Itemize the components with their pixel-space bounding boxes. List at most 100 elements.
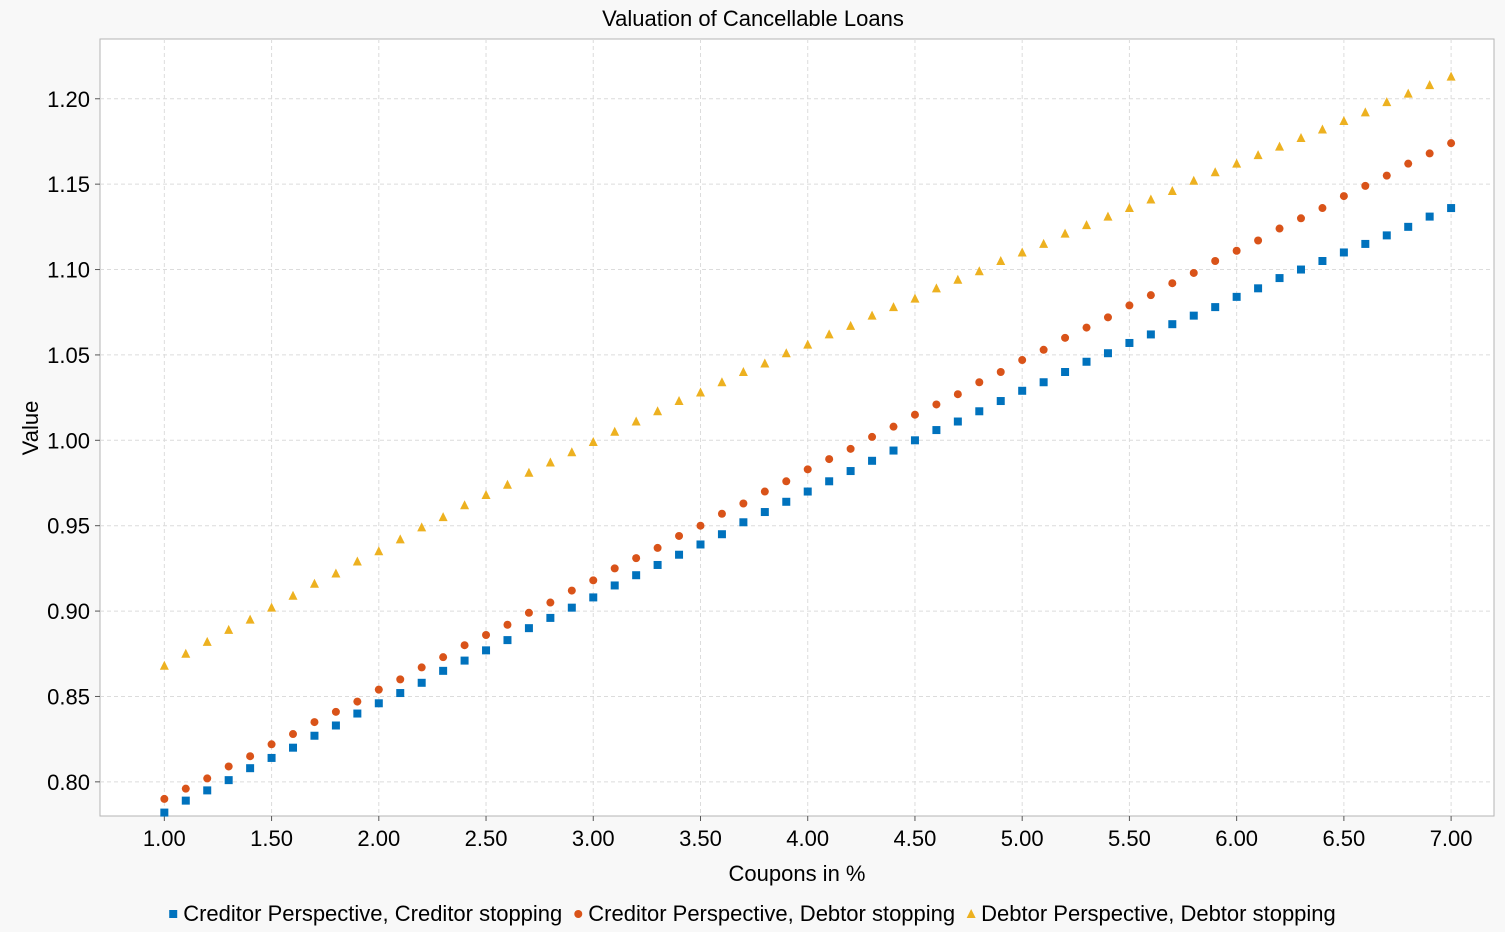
data-point-series-3 [502, 479, 512, 489]
data-point-series-1 [546, 613, 555, 622]
data-point-series-2 [1339, 192, 1348, 201]
data-point-series-3 [695, 387, 705, 397]
x-tick-label: 1.50 [250, 826, 293, 851]
data-point-series-2 [1232, 246, 1241, 255]
data-point-series-2 [1125, 301, 1134, 310]
data-point-series-3 [803, 339, 813, 349]
data-point-series-1 [1254, 284, 1263, 293]
data-point-series-3 [631, 416, 641, 426]
data-point-series-2 [696, 521, 705, 530]
grid-lines [100, 39, 1494, 816]
x-tick-label: 4.00 [786, 826, 829, 851]
data-point-series-3 [202, 636, 212, 646]
data-point-series-3 [1317, 124, 1327, 134]
legend-marker-3 [966, 909, 976, 918]
data-point-series-2 [503, 620, 512, 629]
legend-item-2: Creditor Perspective, Debtor stopping [574, 901, 955, 926]
data-point-series-3 [352, 556, 362, 566]
data-point-series-2 [1168, 279, 1177, 288]
data-point-series-3 [224, 624, 234, 634]
data-point-series-3 [288, 590, 298, 600]
x-tick-label: 6.00 [1215, 826, 1258, 851]
data-point-series-2 [1425, 149, 1434, 158]
legend-item-1: Creditor Perspective, Creditor stopping [169, 901, 562, 926]
y-tick-label: 1.00 [47, 428, 90, 453]
data-point-series-2 [353, 697, 362, 706]
data-point-series-2 [439, 653, 448, 662]
y-tick-label: 0.90 [47, 599, 90, 624]
data-point-series-1 [675, 550, 684, 559]
data-point-series-2 [1211, 257, 1220, 265]
data-point-series-2 [289, 730, 298, 739]
data-point-series-2 [675, 531, 684, 540]
x-tick-label: 2.50 [465, 826, 508, 851]
data-point-series-1 [417, 678, 426, 687]
data-point-series-1 [932, 426, 941, 435]
data-point-series-3 [846, 320, 856, 330]
data-point-series-2 [717, 509, 726, 518]
data-point-series-3 [610, 426, 620, 436]
x-tick-label: 1.00 [143, 826, 186, 851]
data-point-series-2 [1296, 214, 1305, 223]
data-point-series-1 [1039, 378, 1048, 387]
data-point-series-2 [1447, 139, 1456, 148]
y-tick-label: 1.10 [47, 258, 90, 283]
data-point-series-3 [824, 329, 834, 339]
data-point-series-1 [782, 497, 791, 506]
x-tick-label: 7.00 [1430, 826, 1473, 851]
data-point-series-1 [803, 487, 812, 496]
x-tick-label: 6.50 [1322, 826, 1365, 851]
data-point-series-3 [717, 377, 727, 387]
data-points [159, 71, 1456, 817]
data-point-series-1 [868, 456, 877, 465]
data-point-series-2 [417, 663, 426, 672]
data-point-series-1 [353, 709, 362, 718]
data-point-series-3 [1017, 247, 1027, 257]
data-point-series-3 [738, 367, 748, 376]
data-point-series-1 [289, 743, 298, 752]
plot-area [99, 38, 1495, 817]
data-point-series-3 [1167, 185, 1177, 195]
data-point-series-2 [1404, 159, 1413, 168]
data-point-series-3 [417, 522, 427, 532]
data-point-series-2 [996, 368, 1005, 376]
data-point-series-3 [267, 602, 277, 612]
data-point-series-3 [910, 293, 920, 303]
data-point-series-1 [1382, 231, 1391, 240]
data-point-series-1 [739, 518, 748, 527]
data-point-series-3 [1360, 107, 1370, 117]
data-point-series-2 [374, 685, 383, 694]
data-point-series-3 [309, 578, 319, 588]
x-axis: 1.00 1.50 2.00 2.50 3.00 3.50 4.00 4.50 5.00 5.50… [143, 816, 1473, 851]
data-point-series-2 [782, 477, 791, 486]
data-point-series-3 [867, 310, 877, 320]
data-point-series-1 [310, 731, 319, 740]
legend-label: Creditor Perspective, Debtor stopping [588, 901, 955, 926]
data-point-series-3 [1382, 97, 1392, 107]
data-point-series-3 [395, 534, 405, 544]
data-point-series-2 [932, 400, 941, 409]
data-point-series-3 [524, 467, 534, 477]
data-point-series-2 [1382, 171, 1391, 180]
data-point-series-1 [374, 699, 383, 708]
data-point-series-3 [674, 396, 684, 406]
data-point-series-3 [653, 406, 663, 416]
data-point-series-1 [1082, 357, 1091, 366]
data-point-series-2 [460, 641, 469, 650]
legend-marker-1 [169, 910, 178, 918]
data-point-series-1 [224, 776, 233, 785]
data-point-series-1 [589, 593, 598, 602]
y-axis: 0.80 0.85 0.90 0.95 1.00 1.05 1.10 1.15 1.20 [47, 87, 100, 795]
data-point-series-1 [460, 656, 469, 665]
data-point-series-2 [1361, 181, 1370, 190]
data-point-series-1 [1061, 368, 1070, 376]
data-point-series-2 [246, 752, 255, 761]
data-point-series-3 [1339, 115, 1349, 125]
data-point-series-2 [953, 390, 962, 399]
data-point-series-1 [203, 786, 212, 795]
data-point-series-2 [889, 422, 898, 431]
data-point-series-3 [1296, 133, 1306, 143]
data-point-series-3 [481, 489, 491, 499]
data-point-series-2 [331, 707, 340, 716]
